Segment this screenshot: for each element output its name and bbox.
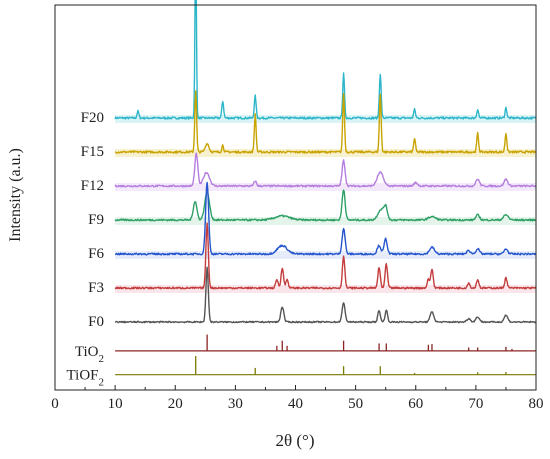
series-label-f15: F15 [81,144,104,160]
highlight-band-f6 [115,251,536,259]
y-axis-label: Intensity (a.u.) [7,148,24,242]
highlight-band-f12 [115,183,536,191]
x-tick-label: 40 [288,396,303,412]
series-label-f3: F3 [88,280,104,296]
series-label-f9: F9 [88,212,104,228]
series-labels: F20 F15 F12 F9 F6 F3 F0 TiO2 TiOF2 [67,110,105,389]
x-tick-label: 70 [468,396,483,412]
x-tick-label: 10 [108,396,123,412]
series-line-f12 [114,152,537,188]
x-axis-label: 2θ (°) [275,431,314,450]
x-axis-ticks: 0 10 20 30 40 50 60 70 80 [51,385,544,412]
series-line-f3 [114,222,537,290]
series-line-f15 [114,90,537,154]
series-label-f20: F20 [81,110,104,126]
reference-patterns [115,334,536,376]
series-label-f0: F0 [88,314,104,330]
x-tick-label: 60 [408,396,423,412]
reference-label-tio2: TiO2 [75,344,104,365]
series-line-f20 [114,0,537,120]
x-tick-label: 80 [529,396,544,412]
highlight-bands [115,115,536,293]
x-tick-label: 20 [168,396,183,412]
x-tick-label: 30 [228,396,243,412]
x-tick-label: 0 [51,396,59,412]
series-line-f9 [114,189,537,222]
series-line-f6 [114,181,537,256]
highlight-band-f20 [115,115,536,123]
reference-label-tiof2: TiOF2 [67,368,104,389]
x-tick-label: 50 [348,396,363,412]
series-lines [114,0,537,324]
series-line-f0 [115,266,537,324]
plot-frame [54,4,537,391]
series-label-f12: F12 [81,178,104,194]
series-label-f6: F6 [88,246,104,262]
